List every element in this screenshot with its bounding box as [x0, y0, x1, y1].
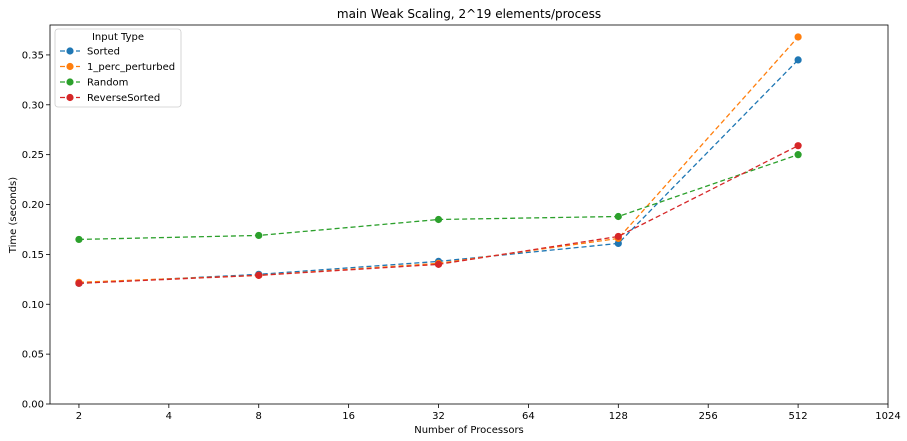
- y-tick-label: 0.35: [22, 50, 44, 61]
- y-tick-label: 0.20: [22, 200, 44, 211]
- legend-label: Sorted: [87, 47, 120, 58]
- y-axis: 0.00 0.05 0.10 0.15 0.20 0.25 0.30 0.35: [22, 50, 50, 411]
- x-tick-label: 1024: [875, 411, 900, 422]
- y-axis-label: Time (seconds): [8, 177, 19, 254]
- legend: Input Type Sorted 1_perc_perturbed Random Re…: [54, 28, 182, 108]
- data-point: [434, 215, 443, 224]
- x-axis-label: Number of Processors: [414, 425, 524, 436]
- y-tick-label: 0.00: [22, 400, 44, 411]
- legend-swatch-marker: [66, 47, 74, 55]
- data-point: [614, 232, 622, 241]
- data-point: [794, 56, 802, 64]
- data-point: [614, 239, 622, 248]
- x-tick-label: 256: [699, 411, 718, 422]
- series-reversesorted: [75, 142, 802, 287]
- legend-swatch-marker: [66, 78, 74, 86]
- series-layer: [75, 33, 802, 287]
- plot-area: [49, 24, 889, 405]
- y-tick-label: 0.25: [22, 150, 44, 161]
- y-tick-label: 0.10: [22, 300, 44, 311]
- data-point: [794, 142, 802, 150]
- legend-item: 1_perc_perturbed: [60, 62, 175, 73]
- data-point: [794, 33, 802, 41]
- x-tick-label: 2: [76, 411, 82, 422]
- legend-box: [54, 28, 182, 108]
- data-point: [614, 212, 622, 221]
- x-tick-label: 32: [432, 411, 445, 422]
- legend-item: Sorted: [60, 47, 120, 58]
- x-tick-label: 64: [522, 411, 535, 422]
- legend-label: 1_perc_perturbed: [87, 62, 175, 73]
- y-tick-label: 0.05: [22, 350, 44, 361]
- legend-swatch-marker: [66, 62, 74, 71]
- data-point: [75, 235, 83, 244]
- x-tick-label: 512: [789, 411, 808, 422]
- data-point: [75, 279, 83, 287]
- legend-swatch-marker: [66, 93, 74, 102]
- y-tick-label: 0.30: [22, 100, 44, 111]
- data-point: [434, 260, 443, 268]
- data-point: [794, 151, 802, 159]
- x-tick-label: 128: [609, 411, 628, 422]
- x-tick-label: 16: [342, 411, 355, 422]
- legend-title: Input Type: [92, 32, 144, 43]
- data-point: [255, 271, 263, 279]
- x-tick-label: 8: [256, 411, 262, 422]
- legend-label: ReverseSorted: [87, 93, 160, 104]
- legend-item: ReverseSorted: [60, 93, 160, 104]
- y-tick-label: 0.15: [22, 250, 44, 261]
- data-point: [255, 231, 263, 240]
- chart-title: main Weak Scaling, 2^19 elements/process: [337, 7, 601, 21]
- series-random: [75, 151, 802, 244]
- legend-item: Random: [60, 78, 128, 89]
- x-axis: 2 4 8 16 32 64 128 256 512 1024: [76, 404, 901, 422]
- legend-label: Random: [87, 78, 128, 89]
- x-tick-label: 4: [166, 411, 172, 422]
